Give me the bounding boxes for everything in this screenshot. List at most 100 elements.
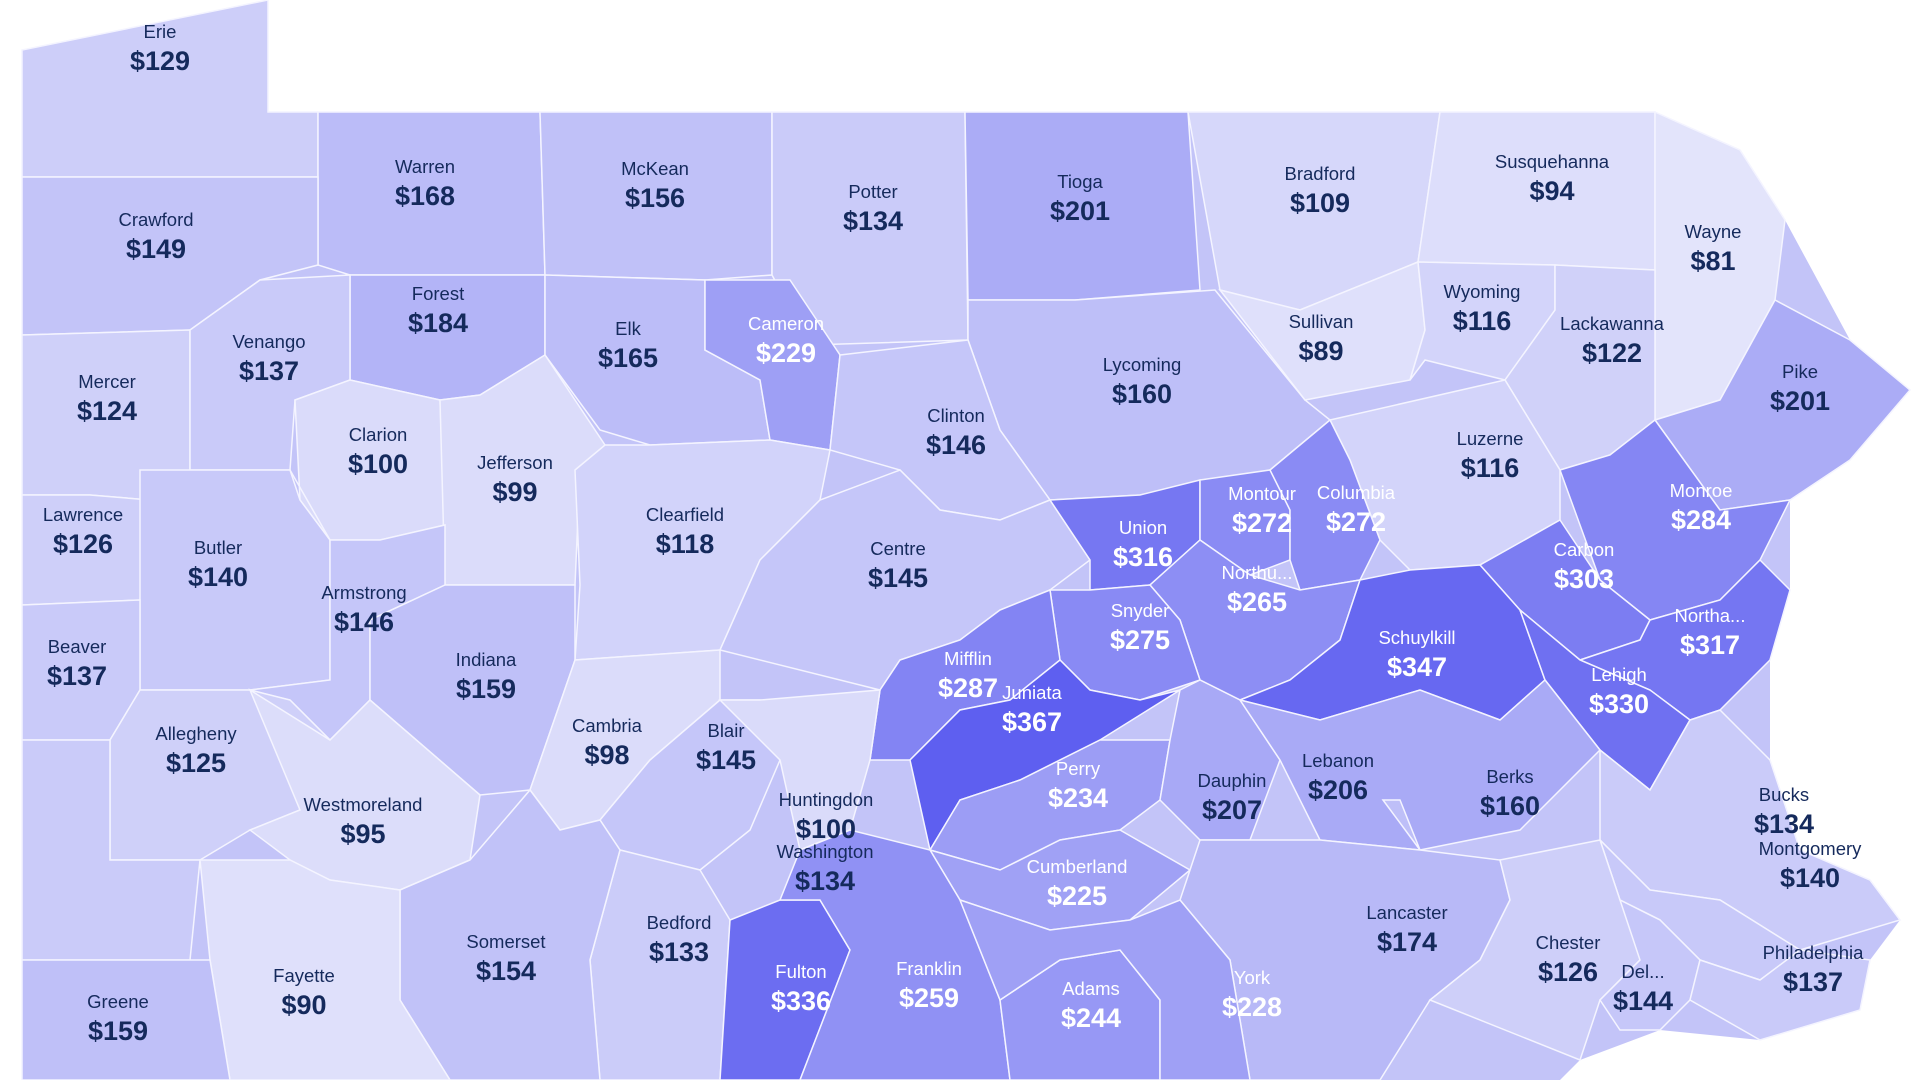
county-label-carbon: Carbon $303 xyxy=(1554,539,1615,594)
county-label-clearfield: Clearfield $118 xyxy=(646,504,724,559)
county-name: Fayette xyxy=(273,965,335,986)
county-value: $265 xyxy=(1227,587,1287,617)
county-label-berks: Berks $160 xyxy=(1480,766,1540,821)
county-name: Blair xyxy=(707,720,744,741)
county-label-huntingdon: Huntingdon $100 xyxy=(779,789,874,844)
county-label-wyoming: Wyoming $116 xyxy=(1444,281,1521,336)
county-label-washington: Washington $134 xyxy=(776,841,873,896)
county-name: Somerset xyxy=(466,931,545,952)
county-name: Del... xyxy=(1621,961,1664,982)
county-value: $145 xyxy=(868,563,928,593)
county-name: Bucks xyxy=(1759,784,1809,805)
county-value: $116 xyxy=(1461,453,1520,483)
county-label-fulton: Fulton $336 xyxy=(771,961,831,1016)
county-label-del: Del... $144 xyxy=(1613,961,1673,1016)
county-name: Monroe xyxy=(1670,480,1733,501)
county-label-warren: Warren $168 xyxy=(395,156,455,211)
county-name: Tioga xyxy=(1057,171,1103,192)
county-value: $159 xyxy=(456,674,516,704)
county-value: $259 xyxy=(899,983,959,1013)
county-name: Dauphin xyxy=(1198,770,1267,791)
county-value: $118 xyxy=(656,529,715,559)
county-value: $272 xyxy=(1326,507,1386,537)
county-value: $207 xyxy=(1202,795,1262,825)
county-name: Perry xyxy=(1056,758,1101,779)
county-value: $129 xyxy=(130,46,190,76)
county-value: $98 xyxy=(584,740,629,770)
county-label-potter: Potter $134 xyxy=(843,181,903,236)
county-value: $95 xyxy=(340,819,385,849)
county-label-monroe: Monroe $284 xyxy=(1670,480,1733,535)
county-value: $330 xyxy=(1589,689,1649,719)
county-name: Mifflin xyxy=(944,648,992,669)
county-value: $160 xyxy=(1480,791,1540,821)
county-name: Clarion xyxy=(349,424,408,445)
county-name: Northu... xyxy=(1222,562,1293,583)
county-label-dauphin: Dauphin $207 xyxy=(1198,770,1267,825)
county-name: Elk xyxy=(615,318,641,339)
county-name: Warren xyxy=(395,156,455,177)
county-name: Juniata xyxy=(1002,682,1062,703)
county-value: $134 xyxy=(795,866,855,896)
county-value: $137 xyxy=(47,661,107,691)
county-value: $347 xyxy=(1387,652,1447,682)
county-value: $228 xyxy=(1222,992,1282,1022)
county-name: Potter xyxy=(848,181,897,202)
county-value: $146 xyxy=(334,607,394,637)
county-name: Erie xyxy=(144,21,177,42)
county-name: Westmoreland xyxy=(304,794,423,815)
county-label-susquehanna: Susquehanna $94 xyxy=(1495,151,1610,206)
county-name: Northa... xyxy=(1675,605,1746,626)
county-label-adams: Adams $244 xyxy=(1061,978,1121,1033)
county-name: Berks xyxy=(1486,766,1533,787)
county-shape-berks xyxy=(1381,799,1421,851)
county-label-lancaster: Lancaster $174 xyxy=(1366,902,1447,957)
county-name: Crawford xyxy=(118,209,193,230)
county-value: $184 xyxy=(408,308,468,338)
county-name: Mercer xyxy=(78,371,136,392)
county-value: $125 xyxy=(166,748,226,778)
county-shape-york xyxy=(958,898,1251,1080)
county-value: $137 xyxy=(239,356,299,386)
county-name: Sullivan xyxy=(1289,311,1354,332)
county-value: $90 xyxy=(281,990,326,1020)
county-value: $206 xyxy=(1308,775,1368,805)
county-value: $168 xyxy=(395,181,455,211)
county-label-mckean: McKean $156 xyxy=(621,158,689,213)
county-name: Snyder xyxy=(1111,600,1170,621)
county-value: $367 xyxy=(1002,707,1062,737)
county-value: $100 xyxy=(796,814,856,844)
county-label-tioga: Tioga $201 xyxy=(1050,171,1110,226)
county-label-cambria: Cambria $98 xyxy=(572,715,643,770)
county-label-centre: Centre $145 xyxy=(868,538,928,593)
county-name: Clinton xyxy=(927,405,985,426)
county-value: $160 xyxy=(1112,379,1172,409)
county-label-clarion: Clarion $100 xyxy=(348,424,408,479)
county-label-chester: Chester $126 xyxy=(1536,932,1601,987)
county-label-crawford: Crawford $149 xyxy=(118,209,193,264)
county-name: Bedford xyxy=(647,912,712,933)
county-label-clinton: Clinton $146 xyxy=(926,405,986,460)
county-name: Fulton xyxy=(775,961,826,982)
county-label-pike: Pike $201 xyxy=(1770,361,1830,416)
county-value: $146 xyxy=(926,430,986,460)
county-name: Adams xyxy=(1062,978,1120,999)
county-value: $144 xyxy=(1613,986,1673,1016)
county-shape-del xyxy=(1599,898,1701,1031)
county-value: $156 xyxy=(625,183,685,213)
county-name: Allegheny xyxy=(155,723,237,744)
county-label-cumberland: Cumberland $225 xyxy=(1027,856,1128,911)
county-name: Washington xyxy=(776,841,873,862)
county-value: $140 xyxy=(1780,863,1840,893)
county-value: $317 xyxy=(1680,630,1740,660)
county-name: Clearfield xyxy=(646,504,724,525)
county-value: $287 xyxy=(938,673,998,703)
county-name: McKean xyxy=(621,158,689,179)
county-label-juniata: Juniata $367 xyxy=(1002,682,1063,737)
county-value: $165 xyxy=(598,343,658,373)
county-label-sullivan: Sullivan $89 xyxy=(1289,311,1354,366)
county-value: $122 xyxy=(1582,338,1642,368)
county-label-york: York $228 xyxy=(1222,967,1282,1022)
county-label-montgomery: Montgomery $140 xyxy=(1759,838,1863,893)
county-name: Butler xyxy=(194,537,242,558)
